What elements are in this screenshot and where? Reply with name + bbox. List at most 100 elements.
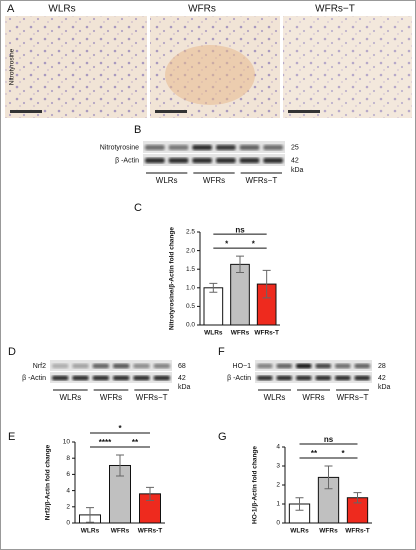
kda-label: 25	[291, 144, 299, 151]
kda-label: 42	[378, 375, 386, 382]
blot-band	[276, 363, 292, 369]
error-bar	[295, 497, 304, 511]
group-label: WFRs	[100, 393, 122, 402]
error-bar	[116, 454, 124, 477]
blot-band	[168, 144, 189, 151]
y-tick-label: 6	[66, 471, 70, 478]
stain-area	[165, 45, 255, 105]
panel-label: D	[8, 346, 16, 358]
blot-strip	[50, 372, 172, 383]
x-tick-label: WFRs-T	[345, 528, 370, 535]
blot-band	[257, 363, 273, 369]
error-bar	[262, 269, 271, 299]
unit-label: kDa	[291, 167, 304, 174]
y-tick-label: 4	[276, 444, 280, 451]
row-label: Nitrotyrosine	[100, 144, 139, 151]
blot-band	[133, 375, 150, 381]
y-tick-label: 2	[66, 504, 70, 511]
blot-strip	[50, 360, 172, 371]
blot-band	[72, 375, 89, 381]
group-label: WLRs	[264, 393, 286, 402]
y-tick-label: 2.5	[186, 229, 195, 236]
y-tick-label: 1.5	[186, 266, 195, 273]
unit-label: kDa	[378, 384, 391, 391]
y-axis-label: HO-1/β-Actin fold change	[252, 446, 259, 524]
y-tick-label: 4	[66, 487, 70, 494]
blot-band	[145, 157, 165, 164]
blot-band	[192, 144, 212, 151]
scale-bar	[155, 110, 187, 113]
x-tick-label: WFRs-T	[138, 528, 163, 535]
blot-band	[296, 375, 312, 381]
sig-label: *	[118, 424, 122, 433]
group-label: WLRs	[59, 393, 81, 402]
blot-band	[263, 144, 283, 151]
scale-bar	[10, 110, 42, 113]
y-tick-label: 2	[276, 482, 280, 489]
group-label: WFRs−T	[337, 393, 369, 402]
group-label: WFRs−T	[245, 176, 277, 185]
sig-label: ns	[235, 225, 245, 234]
error-bar	[353, 492, 362, 504]
scale-bar	[288, 110, 320, 113]
sig-label: **	[132, 438, 139, 447]
row-label: β -Actin	[22, 375, 46, 382]
blot-band	[113, 363, 130, 369]
kda-label: 68	[178, 363, 186, 370]
blot-band	[113, 375, 130, 381]
x-tick-label: WFRs	[111, 528, 130, 535]
tissue-image	[283, 16, 412, 118]
y-axis-label: Nitrotyrosine/β-Actin fold change	[169, 227, 176, 330]
kda-label: 28	[378, 363, 386, 370]
y-axis-label: Nrf2/β-Actin fold change	[45, 444, 52, 520]
blot-band	[239, 144, 260, 151]
panel-label: B	[134, 124, 141, 136]
blot-strip	[255, 360, 372, 371]
x-tick-label: WFRs	[319, 528, 338, 535]
y-tick-label: 0	[276, 520, 280, 527]
blot-band	[216, 144, 236, 151]
kda-label: 42	[178, 375, 186, 382]
panel-label: A	[7, 3, 15, 15]
group-label: WFRs	[302, 393, 324, 402]
blot-band	[216, 157, 236, 164]
sig-label: **	[311, 449, 318, 458]
bar	[230, 263, 250, 326]
blot-strip	[255, 372, 372, 383]
sig-label: ****	[99, 438, 112, 447]
sig-label: *	[341, 449, 345, 458]
panel-label: C	[134, 202, 142, 214]
image-title: WFRs−T	[315, 4, 355, 15]
y-tick-label: 2.0	[186, 247, 195, 254]
kda-label: 42	[291, 157, 299, 164]
sig-label: *	[252, 239, 256, 248]
blot-band	[263, 157, 283, 164]
x-tick-label: WFRs	[231, 330, 250, 337]
error-bar	[209, 282, 218, 293]
blot-band	[153, 363, 170, 369]
blot-band	[192, 157, 212, 164]
y-tick-label: 8	[66, 455, 70, 462]
x-tick-label: WLRs	[204, 330, 223, 337]
blot-band	[52, 363, 69, 369]
panel-label: G	[218, 431, 227, 443]
sig-label: *	[225, 239, 229, 248]
error-bar	[236, 255, 244, 274]
blot-band	[296, 363, 312, 369]
error-bar	[146, 486, 154, 501]
row-label: HO−1	[233, 363, 252, 370]
x-tick-label: WLRs	[290, 528, 309, 535]
error-bar	[324, 465, 333, 490]
blot-band	[315, 375, 331, 381]
blot-band	[315, 363, 331, 369]
x-tick-label: WLRs	[81, 528, 100, 535]
error-bar	[86, 507, 94, 523]
row-label: β -Actin	[115, 157, 139, 164]
blot-band	[354, 363, 370, 369]
unit-label: kDa	[178, 384, 191, 391]
blot-band	[276, 375, 292, 381]
x-tick-label: WFRs-T	[254, 330, 279, 337]
sig-label: ns	[324, 435, 334, 444]
blot-band	[335, 375, 351, 381]
